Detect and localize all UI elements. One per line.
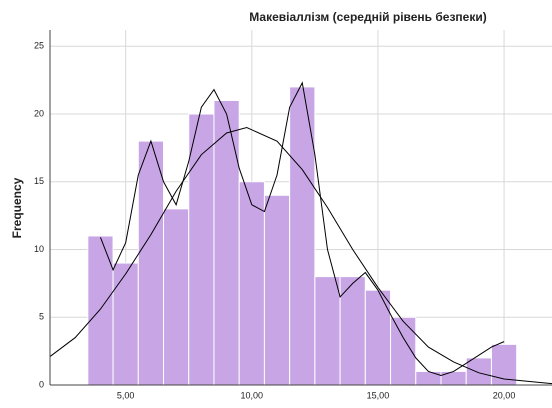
y-axis-label: Frequency — [10, 177, 24, 238]
bar — [364, 289, 392, 386]
curve — [49, 127, 552, 385]
bar — [465, 357, 492, 386]
x-tick-label: 15,00 — [367, 390, 390, 400]
y-tick-label: 25 — [34, 41, 44, 51]
bar — [137, 140, 165, 386]
bar — [263, 194, 291, 386]
bar — [314, 276, 341, 386]
bar — [87, 235, 114, 386]
bar — [440, 370, 467, 386]
y-tick-label: 0 — [39, 379, 44, 389]
y-tick-label: 20 — [34, 108, 44, 118]
bar — [112, 262, 139, 386]
bar — [163, 208, 190, 386]
bar — [490, 343, 518, 386]
x-tick-label: 20,00 — [493, 390, 516, 400]
y-tick-label: 5 — [39, 312, 44, 322]
y-tick-label: 10 — [34, 244, 44, 254]
bar — [238, 181, 265, 386]
chart-title: Макевіаллізм (середній рівень безпеки) — [249, 10, 486, 24]
curve — [99, 81, 505, 377]
y-tick-label: 15 — [34, 176, 44, 186]
bar — [339, 276, 366, 386]
bar — [213, 99, 240, 386]
bar — [415, 370, 442, 386]
x-tick-label: 10,00 — [241, 390, 264, 400]
x-tick-label: 5,00 — [117, 390, 135, 400]
